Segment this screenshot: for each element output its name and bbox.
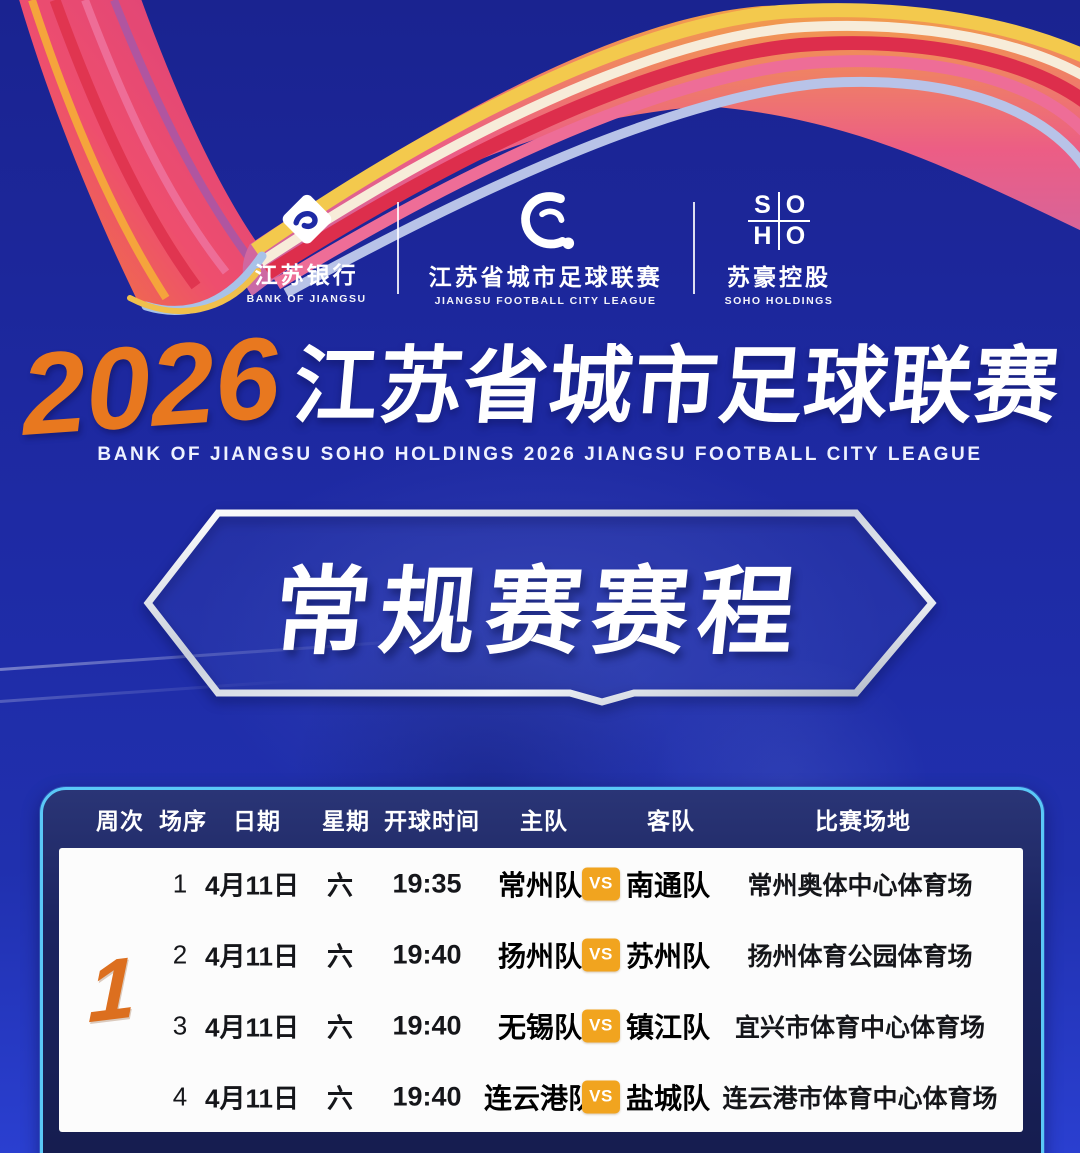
sponsor-soho: S O H O 苏豪控股 SOHO HOLDINGS bbox=[725, 190, 834, 307]
venue: 连云港市体育中心体育场 bbox=[722, 1084, 998, 1113]
sponsor-logos-row: 江苏银行 BANK OF JIANGSU 江苏省城市足球联赛 JIANGSU F… bbox=[0, 190, 1080, 307]
schedule-body-panel: 1 1 4月11日 六 19:35 常州队 VS 南通队 常州奥体中心体育场 2… bbox=[59, 848, 1023, 1132]
vs-badge: VS bbox=[582, 1080, 620, 1113]
away-team: 镇江队 bbox=[625, 1011, 711, 1043]
title-year: 2026 bbox=[17, 312, 284, 460]
soho-logo-icon: S O H O bbox=[746, 190, 812, 252]
vs-badge: VS bbox=[582, 867, 620, 900]
logo-divider bbox=[692, 202, 695, 294]
league-emblem-icon bbox=[520, 191, 574, 249]
away-team: 苏州队 bbox=[625, 940, 711, 972]
home-team: 扬州队 bbox=[497, 940, 583, 972]
match-day: 六 bbox=[326, 941, 354, 971]
match-time: 19:40 bbox=[392, 1010, 462, 1040]
match-day: 六 bbox=[326, 1083, 354, 1113]
soho-name-en: SOHO HOLDINGS bbox=[724, 294, 834, 307]
venue: 扬州体育公园体育场 bbox=[747, 942, 973, 971]
match-no: 2 bbox=[172, 939, 188, 969]
away-team: 盐城队 bbox=[625, 1082, 711, 1114]
venue: 常州奥体中心体育场 bbox=[747, 871, 973, 900]
banner-hexagon-frame bbox=[143, 509, 937, 706]
soho-name-cn: 苏豪控股 bbox=[726, 263, 831, 290]
venue: 宜兴市体育中心体育场 bbox=[734, 1013, 986, 1042]
banner-title: 常规赛赛程 bbox=[268, 558, 810, 666]
main-title: 2026 江苏省城市足球联赛 bbox=[0, 312, 1080, 460]
match-time: 19:40 bbox=[392, 1081, 462, 1111]
header-away-team: 客队 bbox=[647, 808, 695, 834]
away-team: 南通队 bbox=[625, 869, 711, 901]
header-week: 周次 bbox=[96, 808, 144, 834]
home-team: 无锡队 bbox=[497, 1011, 583, 1043]
match-date: 4月11日 bbox=[205, 1083, 299, 1113]
header-day: 星期 bbox=[322, 808, 370, 834]
match-day: 六 bbox=[326, 870, 354, 900]
schedule-header-row: 周次 场序 日期 星期 开球时间 主队 客队 比赛场地 bbox=[43, 790, 1041, 848]
match-no: 4 bbox=[172, 1081, 188, 1111]
section-banner: 常规赛赛程 bbox=[140, 503, 940, 706]
title-subtitle: BANK OF JIANGSU SOHO HOLDINGS 2026 JIANG… bbox=[97, 444, 983, 465]
table-row: 4 4月11日 六 19:40 连云港队 VS 盐城队 连云港市体育中心体育场 bbox=[59, 1061, 1023, 1132]
header-venue: 比赛场地 bbox=[815, 808, 911, 834]
match-no: 1 bbox=[172, 868, 188, 898]
vs-badge: VS bbox=[582, 938, 620, 971]
league-name-en: JIANGSU FOOTBALL CITY LEAGUE bbox=[434, 294, 657, 307]
logo-divider bbox=[396, 202, 399, 294]
match-time: 19:40 bbox=[392, 939, 462, 969]
title-league-name: 江苏省城市足球联赛 bbox=[289, 338, 1063, 433]
table-row: 2 4月11日 六 19:40 扬州队 VS 苏州队 扬州体育公园体育场 bbox=[59, 919, 1023, 990]
match-day: 六 bbox=[326, 1012, 354, 1042]
sponsor-league: 江苏省城市足球联赛 JIANGSU FOOTBALL CITY LEAGUE bbox=[429, 190, 663, 307]
match-no: 3 bbox=[172, 1010, 188, 1040]
header-home-team: 主队 bbox=[520, 808, 568, 834]
home-team: 常州队 bbox=[497, 869, 583, 901]
match-date: 4月11日 bbox=[205, 941, 299, 971]
schedule-table: 周次 场序 日期 星期 开球时间 主队 客队 比赛场地 1 1 4月11日 六 … bbox=[40, 787, 1044, 1153]
header-match-no: 场序 bbox=[159, 808, 207, 834]
bank-name-en: BANK OF JIANGSU bbox=[246, 292, 367, 305]
match-time: 19:35 bbox=[392, 868, 462, 898]
vs-badge: VS bbox=[582, 1009, 620, 1042]
match-date: 4月11日 bbox=[205, 870, 299, 900]
league-name-cn: 江苏省城市足球联赛 bbox=[428, 263, 663, 290]
table-row: 1 4月11日 六 19:35 常州队 VS 南通队 常州奥体中心体育场 bbox=[59, 848, 1023, 919]
header-kickoff: 开球时间 bbox=[384, 808, 480, 834]
bank-name-cn: 江苏银行 bbox=[254, 261, 359, 288]
home-team: 连云港队 bbox=[483, 1082, 597, 1114]
bank-of-jiangsu-logo-icon bbox=[282, 194, 331, 243]
table-row: 3 4月11日 六 19:40 无锡队 VS 镇江队 宜兴市体育中心体育场 bbox=[59, 990, 1023, 1061]
background-glow bbox=[190, 430, 890, 850]
match-date: 4月11日 bbox=[205, 1012, 299, 1042]
header-date: 日期 bbox=[233, 808, 281, 834]
ribbon-swoosh-graphic bbox=[19, 0, 1080, 315]
sponsor-bank-of-jiangsu: 江苏银行 BANK OF JIANGSU bbox=[247, 192, 367, 305]
